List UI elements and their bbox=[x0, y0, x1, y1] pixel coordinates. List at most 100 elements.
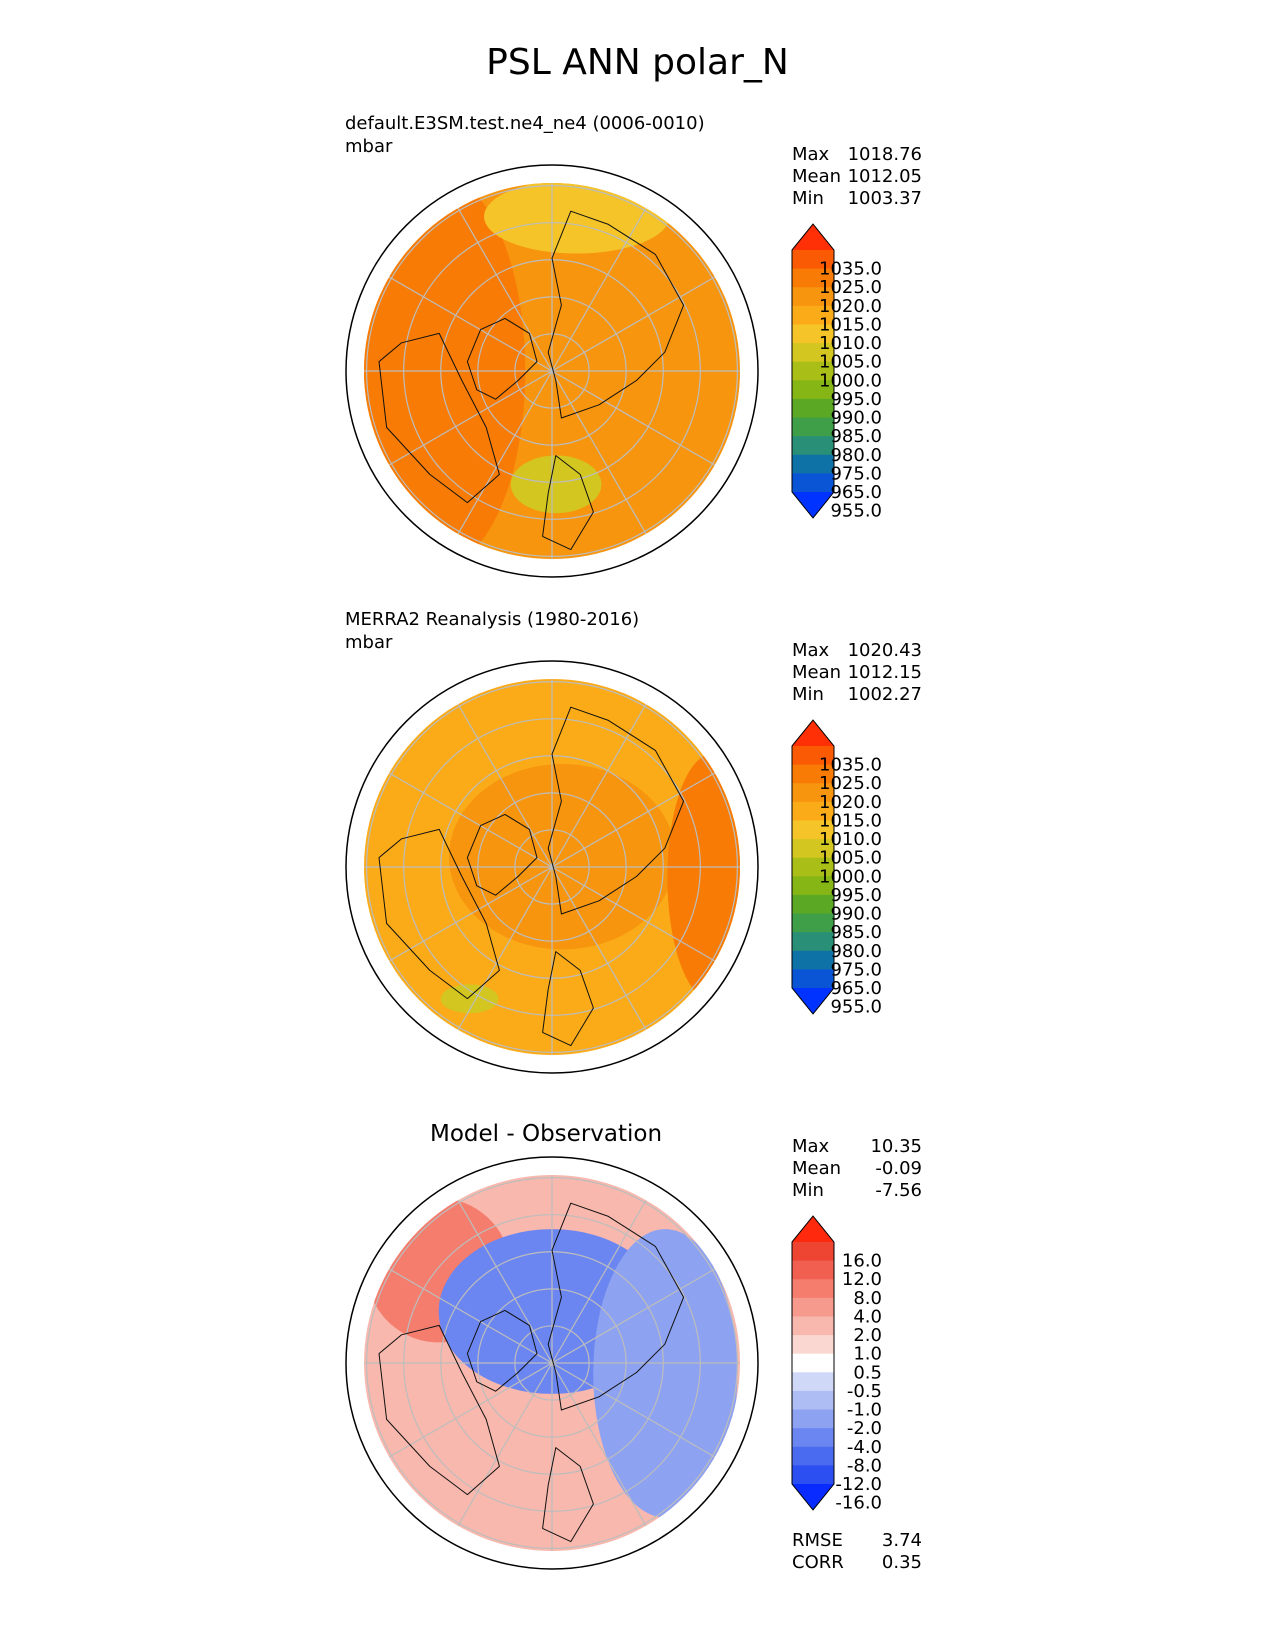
panel3-colorbar-level-10 bbox=[792, 1297, 834, 1317]
panel2-colorbar-level-11 bbox=[792, 783, 834, 803]
panel3-north-america-outline bbox=[378, 1324, 500, 1496]
panel1-colorbar-level-1 bbox=[792, 473, 834, 493]
panel1-meridian-210 bbox=[373, 267, 553, 372]
panel2-title-text: MERRA2 Reanalysis (1980-2016) bbox=[345, 609, 640, 630]
panel1-alaska-outline bbox=[542, 455, 594, 551]
panel2-colorbar-tick-label: 995.0 bbox=[830, 885, 882, 906]
panel2-meridian-300 bbox=[551, 688, 656, 868]
panel3-colorbar-tick-label: -16.0 bbox=[835, 1493, 882, 1514]
panel2-meridian-330 bbox=[551, 763, 731, 868]
panel2-colorbar-tick-label: 1015.0 bbox=[819, 810, 882, 831]
panel1-colorbar-max-extend bbox=[792, 224, 834, 250]
panel2-greenland-outline bbox=[466, 813, 538, 896]
panel3-title: Model - Observation bbox=[430, 1121, 663, 1147]
panel1-meridian-120 bbox=[448, 370, 553, 550]
panel1-colorbar-level-3 bbox=[792, 436, 834, 456]
panel3-corr-label: CORR bbox=[792, 1552, 844, 1573]
panel1-colorbar-outline bbox=[791, 223, 835, 519]
panel2-eurasia-outline bbox=[547, 706, 685, 915]
panel2-colorbar-tick-label: 1020.0 bbox=[819, 792, 882, 813]
panel3-meridian-60 bbox=[551, 1362, 656, 1542]
panel2-colorbar-max-extend bbox=[792, 720, 834, 746]
panel3-colorbar-level-8 bbox=[792, 1335, 834, 1355]
panel2-stat-max-value: 1020.43 bbox=[847, 640, 922, 661]
panel1-eurasia-outline bbox=[547, 210, 685, 419]
panel3-colorbar-tick-label: 2.0 bbox=[853, 1325, 882, 1346]
panel1-colorbar-level-4 bbox=[792, 417, 834, 437]
panel1-colorbar-tick-label: 1015.0 bbox=[819, 314, 882, 335]
panel3-colorbar-level-3 bbox=[792, 1428, 834, 1448]
panel1-colorbar-level-9 bbox=[792, 324, 834, 344]
panel1-colorbar: 1035.01025.01020.01015.01010.01005.01000… bbox=[791, 223, 882, 522]
panel1-meridian-60 bbox=[551, 370, 656, 550]
panel2-colorbar-level-4 bbox=[792, 913, 834, 933]
panel3-eurasia-outline bbox=[547, 1202, 685, 1411]
panel2-stat-min-value: 1002.27 bbox=[847, 684, 922, 705]
panel2-coastlines bbox=[378, 706, 685, 1047]
panel2-colorbar-level-1 bbox=[792, 969, 834, 989]
panel2-north-america-outline bbox=[378, 828, 500, 1000]
panel2-meridian-60 bbox=[551, 866, 656, 1046]
panel1-title: default.E3SM.test.ne4_ne4 (0006-0010) mb… bbox=[345, 112, 705, 158]
panel1-north-america-outline bbox=[378, 332, 500, 504]
panel3-rmse-label: RMSE bbox=[792, 1530, 843, 1551]
panel1-units: mbar bbox=[345, 136, 393, 157]
panel1-colorbar-level-13 bbox=[792, 250, 834, 270]
panel2-title: MERRA2 Reanalysis (1980-2016) mbar bbox=[345, 608, 639, 654]
panel3-colorbar-outline bbox=[791, 1215, 835, 1511]
panel1-colorbar-level-11 bbox=[792, 287, 834, 307]
panel3-colorbar: 16.012.08.04.02.01.00.5-0.5-1.0-2.0-4.0-… bbox=[791, 1215, 882, 1514]
panel3-graticule bbox=[364, 1175, 740, 1551]
panel1-colorbar-level-2 bbox=[792, 454, 834, 474]
panel3-colorbar-level-9 bbox=[792, 1316, 834, 1336]
panel1-stat-mean-label: Mean bbox=[792, 166, 842, 187]
panel3-colorbar-tick-label: 4.0 bbox=[853, 1306, 882, 1327]
panel1-stats: Max 1018.76 Mean 1012.05 Min 1003.37 bbox=[792, 144, 922, 210]
panel2-colorbar-level-13 bbox=[792, 746, 834, 766]
panel1-meridian-150 bbox=[373, 370, 553, 475]
panel2-colorbar-level-8 bbox=[792, 839, 834, 859]
panel1-colorbar-tick-label: 955.0 bbox=[830, 501, 882, 522]
panel1-stat-min-value: 1003.37 bbox=[847, 188, 922, 209]
panel3-colorbar-tick-label: -1.0 bbox=[847, 1400, 882, 1421]
panel3-stat-min-label: Min bbox=[792, 1180, 824, 1201]
panel3-stat-max-label: Max bbox=[792, 1136, 830, 1157]
panel1-colorbar-tick-label: 1035.0 bbox=[819, 259, 882, 280]
panel1-colorbar-level-10 bbox=[792, 305, 834, 325]
panel2-stats: Max 1020.43 Mean 1012.15 Min 1002.27 bbox=[792, 640, 922, 706]
panel3-stat-max-value: 10.35 bbox=[870, 1136, 922, 1157]
panel1-meridian-330 bbox=[551, 267, 731, 372]
panel1-colorbar-level-8 bbox=[792, 343, 834, 363]
panel1-meridian-240 bbox=[448, 192, 553, 372]
panel3-colorbar-level-7 bbox=[792, 1353, 834, 1373]
panel2-colorbar-tick-label: 980.0 bbox=[830, 941, 882, 962]
panel3-colorbar-tick-label: 0.5 bbox=[853, 1362, 882, 1383]
panel1-colorbar-tick-label: 990.0 bbox=[830, 408, 882, 429]
panel3-colorbar-level-4 bbox=[792, 1409, 834, 1429]
panel1-stat-min-label: Min bbox=[792, 188, 824, 209]
panel3-colorbar-level-13 bbox=[792, 1242, 834, 1262]
panel1-map bbox=[345, 164, 759, 578]
panel1-title-text: default.E3SM.test.ne4_ne4 (0006-0010) bbox=[345, 113, 705, 134]
panel3-corr-value: 0.35 bbox=[881, 1552, 922, 1573]
panel1-colorbar-tick-label: 980.0 bbox=[830, 445, 882, 466]
panel3-meridian-300 bbox=[551, 1184, 656, 1364]
panel2-colorbar-level-5 bbox=[792, 894, 834, 915]
panel3-colorbar-min-extend bbox=[792, 1484, 834, 1510]
panel3-stats: Max 10.35 Mean -0.09 Min -7.56 bbox=[792, 1136, 922, 1202]
panel2-colorbar-outline bbox=[791, 719, 835, 1015]
panel3-colorbar-level-2 bbox=[792, 1446, 834, 1466]
panel1-colorbar-tick-label: 985.0 bbox=[830, 426, 882, 447]
panel3-field-region-3 bbox=[593, 1229, 738, 1518]
panel1-colorbar-min-extend bbox=[792, 492, 834, 518]
panel3-rmse-value: 3.74 bbox=[881, 1530, 922, 1551]
panel3-colorbar-tick-label: 16.0 bbox=[842, 1251, 882, 1272]
panel3-meridian-330 bbox=[551, 1259, 731, 1364]
panel2-meridian-120 bbox=[448, 866, 553, 1046]
panel2-stat-max-label: Max bbox=[792, 640, 830, 661]
panel1-colorbar-tick-label: 1000.0 bbox=[819, 370, 882, 391]
panel2-colorbar-level-9 bbox=[792, 820, 834, 840]
panel3-meridian-210 bbox=[373, 1259, 553, 1364]
panel1-colorbar-tick-label: 965.0 bbox=[830, 482, 882, 503]
